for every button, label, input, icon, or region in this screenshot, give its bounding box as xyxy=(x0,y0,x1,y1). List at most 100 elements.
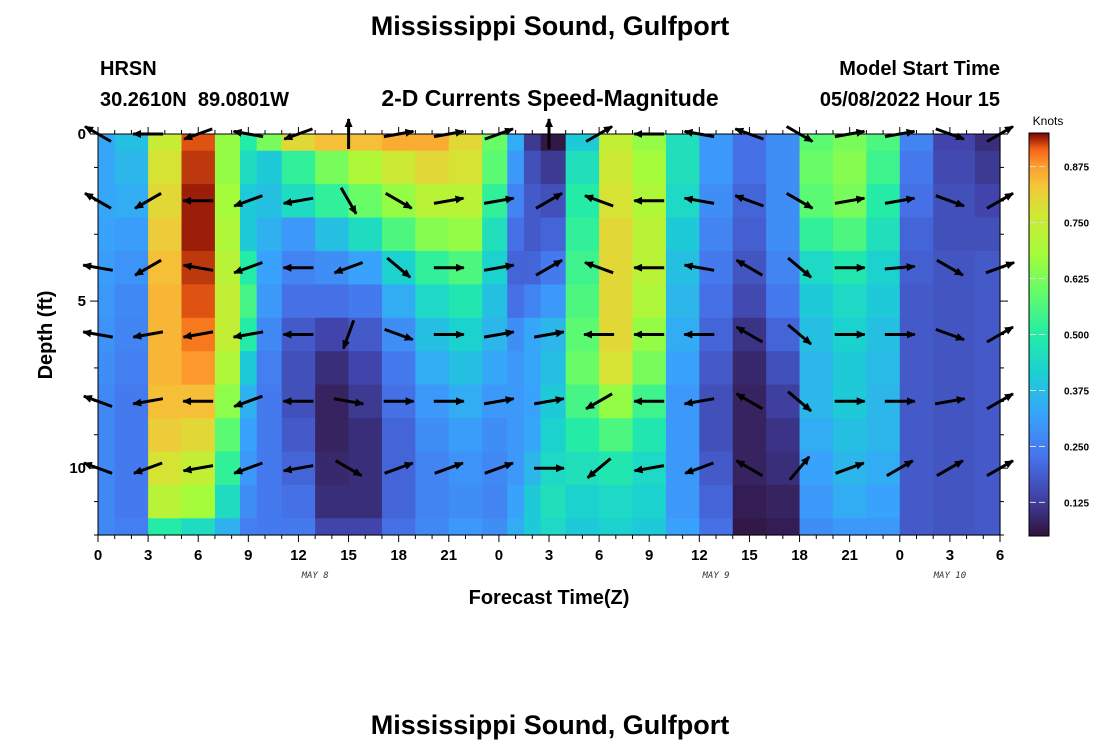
heatmap-cell xyxy=(181,217,216,252)
heatmap-cell xyxy=(239,150,258,185)
x-tick-label: 12 xyxy=(290,547,307,564)
heatmap-cell xyxy=(256,484,283,519)
current-vector-arrow xyxy=(334,459,363,477)
heatmap-cell xyxy=(766,217,801,252)
heatmap-cell xyxy=(448,484,483,519)
heatmap-cell xyxy=(98,284,116,319)
heatmap-cell xyxy=(599,451,634,486)
heatmap-cell xyxy=(523,317,542,352)
model-start-value: 05/08/2022 Hour 15 xyxy=(820,89,1000,111)
heatmap-cell xyxy=(281,484,316,519)
x-tick-label: 12 xyxy=(691,547,708,564)
heatmap-cell xyxy=(448,451,483,486)
current-vector-arrow xyxy=(233,194,263,208)
heatmap-cell xyxy=(256,418,283,453)
heatmap-cell xyxy=(348,351,383,386)
heatmap-cell xyxy=(256,250,283,285)
heatmap-cell xyxy=(381,484,416,519)
heatmap-cell xyxy=(214,217,241,252)
heatmap-cell xyxy=(507,250,525,285)
heatmap-cell xyxy=(507,351,525,386)
current-vector-arrow xyxy=(384,327,414,342)
heatmap-cell xyxy=(114,518,149,536)
heatmap-cell xyxy=(315,184,350,219)
colorbar-tick-label: 0.750 xyxy=(1064,219,1089,230)
heatmap-cell xyxy=(256,150,283,185)
heatmap-cell xyxy=(281,418,316,453)
heatmap-cell xyxy=(732,518,767,536)
heatmap-cell xyxy=(181,351,216,386)
heatmap-cell xyxy=(732,484,767,519)
heatmap-cell xyxy=(866,484,901,519)
heatmap-cell xyxy=(540,484,567,519)
heatmap-cell xyxy=(899,217,934,252)
current-vector-arrow xyxy=(886,459,914,477)
heatmap-cell xyxy=(148,451,183,486)
heatmap-cell xyxy=(933,217,976,252)
colorbar: Knots 0.875 0.750 0.625 0.500 0.375 0.250 0.12… xyxy=(1028,114,1089,537)
heatmap-cell xyxy=(448,150,483,185)
heatmap-cell xyxy=(699,484,734,519)
heatmap-cell xyxy=(766,484,801,519)
heatmap-cell xyxy=(523,351,542,386)
heatmap-cell xyxy=(699,451,734,486)
heatmap-cell xyxy=(832,217,867,252)
heatmap-cell xyxy=(799,184,834,219)
heatmap-cell xyxy=(866,217,901,252)
current-vector-arrow xyxy=(585,392,613,411)
y-tick-label: 0 xyxy=(78,126,86,143)
heatmap-cell xyxy=(114,217,149,252)
heatmap-cell xyxy=(799,150,834,185)
station-coords: 30.2610N 89.0801W xyxy=(100,89,289,111)
current-vector-arrow xyxy=(884,195,916,205)
heatmap-cell xyxy=(766,250,801,285)
heatmap-cell xyxy=(866,451,901,486)
current-vector-arrow xyxy=(386,256,412,279)
heatmap-cell xyxy=(239,284,258,319)
heatmap-cell xyxy=(699,284,734,319)
heatmap-cell xyxy=(540,184,567,219)
heatmap-cell xyxy=(381,150,416,185)
heatmap-cell xyxy=(507,217,525,252)
current-vector-arrow xyxy=(134,192,162,210)
current-vector-arrow xyxy=(584,261,614,275)
heatmap-cell xyxy=(381,518,416,536)
heatmap-cell xyxy=(766,518,801,536)
current-vector-arrow xyxy=(834,195,866,205)
heatmap-cell xyxy=(214,484,241,519)
heatmap-cell xyxy=(632,351,667,386)
heatmap-cell xyxy=(114,134,149,152)
heatmap-cell xyxy=(832,134,867,152)
heatmap-cell xyxy=(98,217,116,252)
heatmap-cell xyxy=(239,484,258,519)
heatmap-cell xyxy=(974,150,1001,185)
heatmap-cell xyxy=(315,451,350,486)
current-vector-arrow xyxy=(233,261,263,275)
heatmap-cell xyxy=(974,184,1001,219)
current-vector-arrow xyxy=(735,258,764,277)
heatmap-cell xyxy=(540,134,567,152)
heatmap-cell xyxy=(214,250,241,285)
current-vector-arrow xyxy=(484,461,514,475)
x-tick-label: 18 xyxy=(791,547,808,564)
y-axis: 0 5 10 xyxy=(69,126,1008,536)
heatmap-cell xyxy=(699,217,734,252)
current-vector-arrow xyxy=(787,390,812,413)
heatmap-cell xyxy=(832,150,867,185)
heatmap-cell xyxy=(799,217,834,252)
heatmap-cell xyxy=(114,484,149,519)
chart-title: Mississippi Sound, Gulfport xyxy=(371,11,730,41)
heatmap-cell xyxy=(315,284,350,319)
heatmap-cell xyxy=(799,317,834,352)
heatmap-cell xyxy=(933,150,976,185)
current-vector-arrow xyxy=(339,187,358,215)
heatmap-cell xyxy=(148,184,183,219)
heatmap-cell xyxy=(148,134,183,152)
heatmap-cell xyxy=(540,217,567,252)
heatmap-cell xyxy=(766,351,801,386)
heatmap-cell xyxy=(699,418,734,453)
heatmap-cell xyxy=(181,484,216,519)
heatmap-cell xyxy=(732,418,767,453)
station-id: HRSN xyxy=(100,58,157,80)
